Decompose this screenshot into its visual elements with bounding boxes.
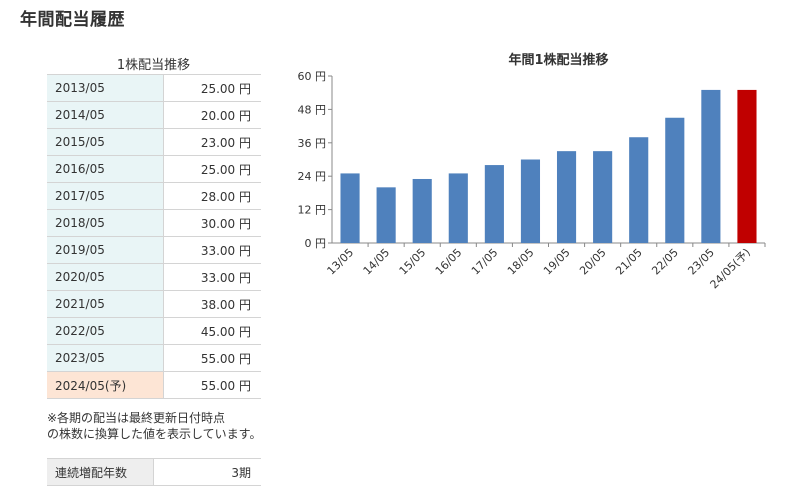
x-tick-label: 22/05 bbox=[649, 246, 681, 278]
dividend-value-cell: 25.00 円 bbox=[163, 74, 261, 102]
x-tick-label: 18/05 bbox=[505, 246, 537, 278]
streak-table: 連続増配年数 3期 bbox=[47, 458, 261, 486]
dividend-value-cell: 23.00 円 bbox=[163, 128, 261, 156]
chart-title: 年間1株配当推移 bbox=[508, 52, 608, 68]
dividend-value-cell: 28.00 円 bbox=[163, 182, 261, 210]
x-tick-label: 23/05 bbox=[685, 246, 717, 278]
dividend-chart: 年間1株配当推移 0 円 12 円 24 円 36 円 48 円 60 円 13/05 14/0… bbox=[270, 44, 790, 304]
x-tick-label: 20/05 bbox=[577, 246, 609, 278]
period-cell: 2020/05 bbox=[47, 263, 164, 291]
bar bbox=[593, 151, 613, 243]
dividend-value-cell: 55.00 円 bbox=[163, 371, 261, 399]
table-row: 2022/05 45.00 円 bbox=[47, 317, 261, 345]
note: ※各期の配当は最終更新日付時点 の株数に換算した値を表示しています。 bbox=[47, 410, 261, 442]
table-row: 2020/05 33.00 円 bbox=[47, 263, 261, 291]
bar bbox=[701, 89, 721, 243]
dividend-value-cell: 45.00 円 bbox=[163, 317, 261, 345]
dividend-value-cell: 55.00 円 bbox=[163, 344, 261, 372]
streak-label: 連続増配年数 bbox=[47, 458, 154, 486]
note-line-1: ※各期の配当は最終更新日付時点 bbox=[47, 411, 226, 425]
x-tick-label: 17/05 bbox=[469, 246, 501, 278]
bar bbox=[665, 117, 685, 243]
table-row: 2019/05 33.00 円 bbox=[47, 236, 261, 264]
bar-forecast bbox=[737, 89, 757, 243]
period-cell: 2013/05 bbox=[47, 74, 164, 102]
x-tick-label: 19/05 bbox=[541, 246, 573, 278]
x-tick-label: 21/05 bbox=[613, 246, 645, 278]
bar bbox=[629, 137, 649, 243]
table-row: 2017/05 28.00 円 bbox=[47, 182, 261, 210]
y-tick-label: 60 円 bbox=[298, 70, 327, 83]
dividend-value-cell: 25.00 円 bbox=[163, 155, 261, 183]
dividend-table-title: 1株配当推移 bbox=[116, 58, 191, 73]
period-cell: 2022/05 bbox=[47, 317, 164, 345]
x-tick-label: 15/05 bbox=[397, 246, 429, 278]
dividend-value-cell: 20.00 円 bbox=[163, 101, 261, 129]
table-row: 2023/05 55.00 円 bbox=[47, 344, 261, 372]
note-line-2: の株数に換算した値を表示しています。 bbox=[47, 427, 262, 441]
dividend-value-cell: 38.00 円 bbox=[163, 290, 261, 318]
table-row: 2016/05 25.00 円 bbox=[47, 155, 261, 183]
period-cell: 2024/05(予) bbox=[47, 371, 164, 399]
period-cell: 2021/05 bbox=[47, 290, 164, 318]
period-cell: 2023/05 bbox=[47, 344, 164, 372]
bar bbox=[412, 178, 432, 243]
y-tick-label: 0 円 bbox=[305, 237, 327, 250]
table-row: 2014/05 20.00 円 bbox=[47, 101, 261, 129]
chart-svg: 年間1株配当推移 0 円 12 円 24 円 36 円 48 円 60 円 13/05 14/0… bbox=[298, 52, 766, 291]
x-tick-label: 14/05 bbox=[361, 246, 393, 278]
y-tick-label: 36 円 bbox=[298, 137, 327, 150]
y-tick-label: 24 円 bbox=[298, 170, 327, 183]
table-row: 2018/05 30.00 円 bbox=[47, 209, 261, 237]
bar bbox=[340, 173, 360, 243]
table-row: 2013/05 25.00 円 bbox=[47, 74, 261, 102]
table-row: 2015/05 23.00 円 bbox=[47, 128, 261, 156]
bar bbox=[520, 159, 541, 243]
period-cell: 2014/05 bbox=[47, 101, 164, 129]
page-title: 年間配当履歴 bbox=[20, 10, 125, 30]
y-tick-label: 12 円 bbox=[298, 204, 327, 217]
streak-row: 連続増配年数 3期 bbox=[47, 458, 261, 486]
bar bbox=[376, 187, 396, 243]
table-row: 2024/05(予) 55.00 円 bbox=[47, 371, 261, 399]
table-row: 2021/05 38.00 円 bbox=[47, 290, 261, 318]
dividend-value-cell: 33.00 円 bbox=[163, 236, 261, 264]
streak-value: 3期 bbox=[153, 458, 261, 486]
period-cell: 2017/05 bbox=[47, 182, 164, 210]
y-tick-label: 48 円 bbox=[298, 103, 327, 116]
dividend-value-cell: 30.00 円 bbox=[163, 209, 261, 237]
period-cell: 2015/05 bbox=[47, 128, 164, 156]
bar bbox=[484, 165, 504, 243]
dividend-table: 2013/05 25.00 円 2014/05 20.00 円 2015/05 23.00… bbox=[47, 74, 261, 399]
bar bbox=[448, 173, 468, 243]
dividend-value-cell: 33.00 円 bbox=[163, 263, 261, 291]
x-tick-label: 16/05 bbox=[433, 246, 465, 278]
period-cell: 2016/05 bbox=[47, 155, 164, 183]
x-tick-label: 13/05 bbox=[325, 246, 357, 278]
bar bbox=[556, 151, 577, 243]
period-cell: 2018/05 bbox=[47, 209, 164, 237]
period-cell: 2019/05 bbox=[47, 236, 164, 264]
